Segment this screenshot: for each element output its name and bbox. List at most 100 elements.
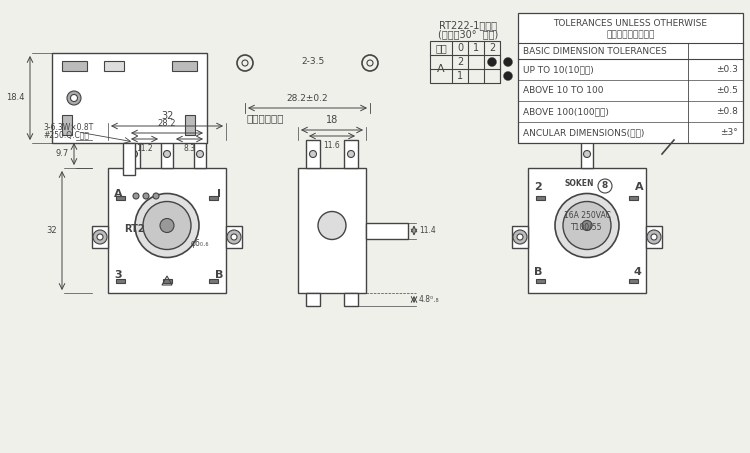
Bar: [306, 140, 320, 168]
Circle shape: [318, 212, 346, 240]
Circle shape: [584, 150, 590, 158]
Bar: [629, 279, 638, 283]
Text: 1: 1: [457, 71, 463, 81]
Circle shape: [651, 234, 657, 240]
Bar: [430, 41, 500, 83]
Text: ±0.3: ±0.3: [716, 65, 738, 74]
Text: ±0.8: ±0.8: [716, 107, 738, 116]
Text: 4.8⁰.₈: 4.8⁰.₈: [419, 295, 440, 304]
Circle shape: [231, 234, 237, 240]
Text: 11.4: 11.4: [419, 226, 436, 235]
Circle shape: [488, 58, 496, 67]
Circle shape: [160, 218, 174, 232]
Bar: [209, 279, 218, 283]
Text: SOKEN: SOKEN: [564, 179, 594, 188]
Text: I: I: [217, 189, 221, 199]
Bar: [62, 115, 72, 135]
Circle shape: [503, 72, 512, 81]
Text: UP TO 10(10以下): UP TO 10(10以下): [523, 65, 594, 74]
Text: A: A: [635, 182, 644, 192]
Bar: [172, 61, 197, 71]
Text: 4: 4: [633, 267, 640, 277]
Bar: [344, 293, 358, 306]
Text: TOLERANCES UNLESS OTHERWISE: TOLERANCES UNLESS OTHERWISE: [554, 19, 707, 28]
Text: 16A 250VAC: 16A 250VAC: [563, 211, 610, 220]
Text: ±3°: ±3°: [720, 128, 738, 137]
Text: B: B: [534, 267, 542, 277]
Bar: [581, 140, 593, 168]
Text: 1: 1: [473, 43, 479, 53]
Bar: [646, 226, 662, 248]
Text: 0: 0: [457, 43, 463, 53]
Circle shape: [93, 230, 107, 244]
Bar: [116, 196, 125, 200]
Bar: [194, 140, 206, 168]
Text: 28.2: 28.2: [158, 119, 176, 128]
Circle shape: [143, 202, 191, 250]
Bar: [536, 196, 545, 200]
Circle shape: [347, 150, 355, 158]
Text: 2: 2: [489, 43, 495, 53]
Text: 2: 2: [534, 182, 542, 192]
Circle shape: [196, 150, 203, 158]
Text: 11.2: 11.2: [136, 144, 153, 153]
Text: ANCULAR DIMENSIONS(角度): ANCULAR DIMENSIONS(角度): [523, 128, 644, 137]
Text: #250.Q.C端子: #250.Q.C端子: [43, 130, 89, 139]
Circle shape: [97, 234, 103, 240]
Text: 18: 18: [326, 115, 338, 125]
Bar: [161, 140, 173, 168]
Text: (顺时针30°  一挡): (顺时针30° 一挡): [438, 29, 498, 39]
Bar: [306, 293, 320, 306]
Text: T100/55: T100/55: [572, 222, 603, 231]
Circle shape: [555, 193, 619, 257]
Text: 32: 32: [160, 111, 173, 121]
Text: 未指定容许尺寸公差: 未指定容许尺寸公差: [606, 30, 655, 39]
Bar: [512, 226, 528, 248]
Circle shape: [227, 230, 241, 244]
Text: 3-6.3W×0.8T: 3-6.3W×0.8T: [43, 123, 93, 132]
Circle shape: [503, 58, 512, 67]
Text: 3: 3: [114, 270, 122, 280]
Text: BASIC DIMENSION TOLERANCES: BASIC DIMENSION TOLERANCES: [523, 47, 667, 56]
Circle shape: [310, 150, 316, 158]
Circle shape: [164, 150, 170, 158]
Circle shape: [67, 91, 81, 105]
Bar: [123, 143, 135, 175]
Text: 8: 8: [602, 182, 608, 191]
Circle shape: [513, 230, 527, 244]
Circle shape: [130, 150, 137, 158]
Bar: [128, 140, 140, 168]
Bar: [163, 279, 172, 283]
Bar: [92, 226, 108, 248]
Circle shape: [517, 234, 523, 240]
Bar: [298, 168, 366, 293]
Text: 安装开孔尺寸: 安装开孔尺寸: [246, 113, 284, 123]
Circle shape: [133, 193, 139, 199]
Bar: [629, 196, 638, 200]
Bar: [108, 168, 226, 293]
Text: 18.4: 18.4: [7, 93, 25, 102]
Bar: [116, 279, 125, 283]
Text: ABOVE 10 TO 100: ABOVE 10 TO 100: [523, 86, 604, 95]
Text: B: B: [215, 270, 223, 280]
Text: RT2: RT2: [124, 225, 145, 235]
Bar: [366, 222, 408, 238]
Text: 9.7: 9.7: [56, 149, 69, 159]
Text: A: A: [437, 64, 445, 74]
Circle shape: [647, 230, 661, 244]
Text: 11.6: 11.6: [324, 141, 340, 150]
Circle shape: [135, 193, 199, 257]
Text: 28.2±0.2: 28.2±0.2: [286, 94, 328, 103]
Bar: [209, 196, 218, 200]
Text: 极位: 极位: [435, 43, 447, 53]
Circle shape: [70, 95, 77, 101]
Circle shape: [153, 193, 159, 199]
Bar: [344, 140, 358, 168]
Bar: [536, 279, 545, 283]
Text: RT222-1功能图: RT222-1功能图: [439, 20, 497, 30]
Text: 32: 32: [46, 226, 57, 235]
Circle shape: [582, 221, 592, 231]
Bar: [52, 53, 207, 143]
Bar: [185, 115, 195, 135]
Text: ABOVE 100(100以上): ABOVE 100(100以上): [523, 107, 609, 116]
